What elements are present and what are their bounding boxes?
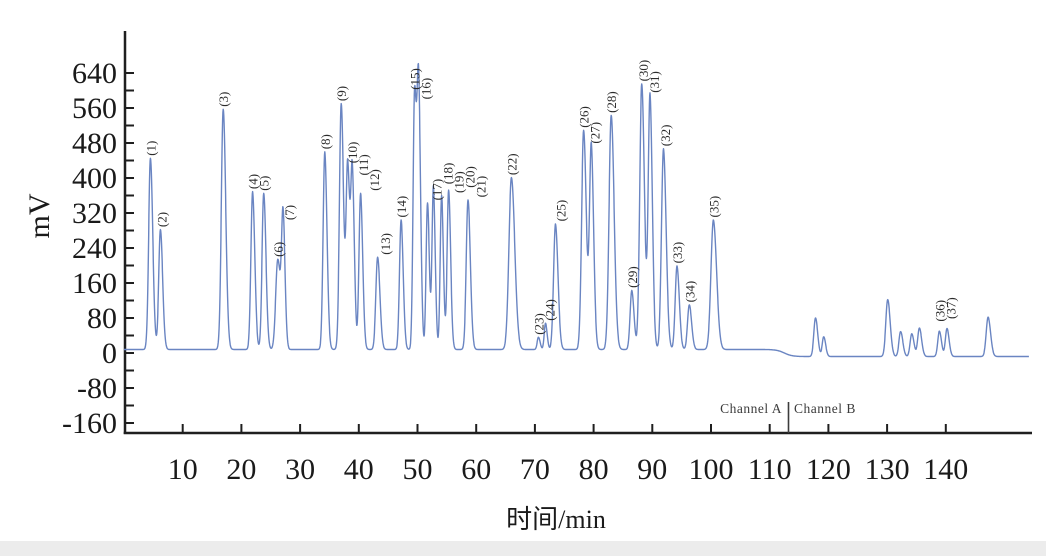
peak-label: (31) [647,71,662,93]
x-tick-label: 20 [226,453,256,486]
channel-a-label: Channel A [720,401,782,416]
x-tick-label: 90 [637,453,667,486]
peak-label: (26) [577,106,592,128]
x-tick-label: 110 [748,453,792,486]
x-tick-label: 40 [344,453,374,486]
peak-label: (27) [588,122,603,144]
peak-label: (9) [334,86,349,101]
peak-label: (34) [682,281,697,303]
peak-label: (35) [706,196,721,218]
x-tick-label: 30 [285,453,315,486]
y-tick-label: -80 [77,372,117,405]
x-axis-title: 时间/min [506,505,606,534]
y-tick-label: 480 [72,127,117,160]
peak-label: (4) [246,174,261,189]
peak-label: (13) [378,233,393,255]
peak-label: (17) [430,179,445,201]
peak-label: (30) [636,60,651,82]
y-tick-label: 320 [72,197,117,230]
peak-label: (12) [367,169,382,191]
peak-label: (20) [463,166,478,188]
y-tick-label: 560 [72,92,117,125]
peak-label: (23) [531,313,546,335]
y-tick-label: -160 [62,407,117,440]
peak-label: (18) [441,163,456,185]
y-axis-unit-label: mV [23,193,56,239]
peak-label: (8) [318,134,333,149]
peak-label: (33) [670,242,685,264]
x-axis-ticks: 10 20 30 40 50 60 70 80 90 100 110 120 130 140 [168,424,968,486]
y-tick-label: 0 [102,337,117,370]
x-tick-label: 70 [520,453,550,486]
peak-label: (2) [154,212,169,227]
peak-label: (15) [408,68,423,90]
y-tick-label: 640 [72,57,117,90]
x-tick-label: 50 [403,453,433,486]
x-tick-label: 80 [579,453,609,486]
x-tick-label: 130 [865,453,910,486]
axes [123,31,1032,435]
y-tick-label: 160 [72,267,117,300]
y-tick-label: 240 [72,232,117,265]
x-tick-label: 140 [923,453,968,486]
peak-label: (32) [658,125,673,147]
peak-label: (3) [216,92,231,107]
peak-label: (29) [625,266,640,288]
y-tick-label: 80 [87,302,117,335]
peak-label: (1) [143,141,158,156]
scan-edge-strip [0,541,1046,556]
peak-label: (21) [474,176,489,198]
peak-label: (24) [542,299,557,321]
peak-label: (14) [394,196,409,218]
peak-label: (7) [282,205,297,220]
peak-label: (19) [452,171,467,193]
peak-label: (37) [943,297,958,319]
y-tick-label: 400 [72,162,117,195]
peak-label: (10) [345,142,360,164]
channel-b-label: Channel B [794,401,856,416]
peak-labels: (1) (2) (3) (4)(5) (6) (7) (8) (9) (10)(11)(12) (… [143,60,958,335]
x-tick-label: 120 [806,453,851,486]
x-tick-label: 60 [461,453,491,486]
peak-label: (11) [356,154,371,175]
peak-label: (36) [932,300,947,322]
x-tick-label: 100 [689,453,734,486]
peak-label: (16) [419,78,434,100]
peak-label: (25) [553,200,568,222]
peak-label: (22) [504,153,519,175]
peak-label: (6) [271,242,286,257]
x-tick-label: 10 [168,453,198,486]
peak-label: (28) [604,91,619,113]
chromatogram-trace [123,62,1030,358]
peak-label: (5) [257,176,272,191]
